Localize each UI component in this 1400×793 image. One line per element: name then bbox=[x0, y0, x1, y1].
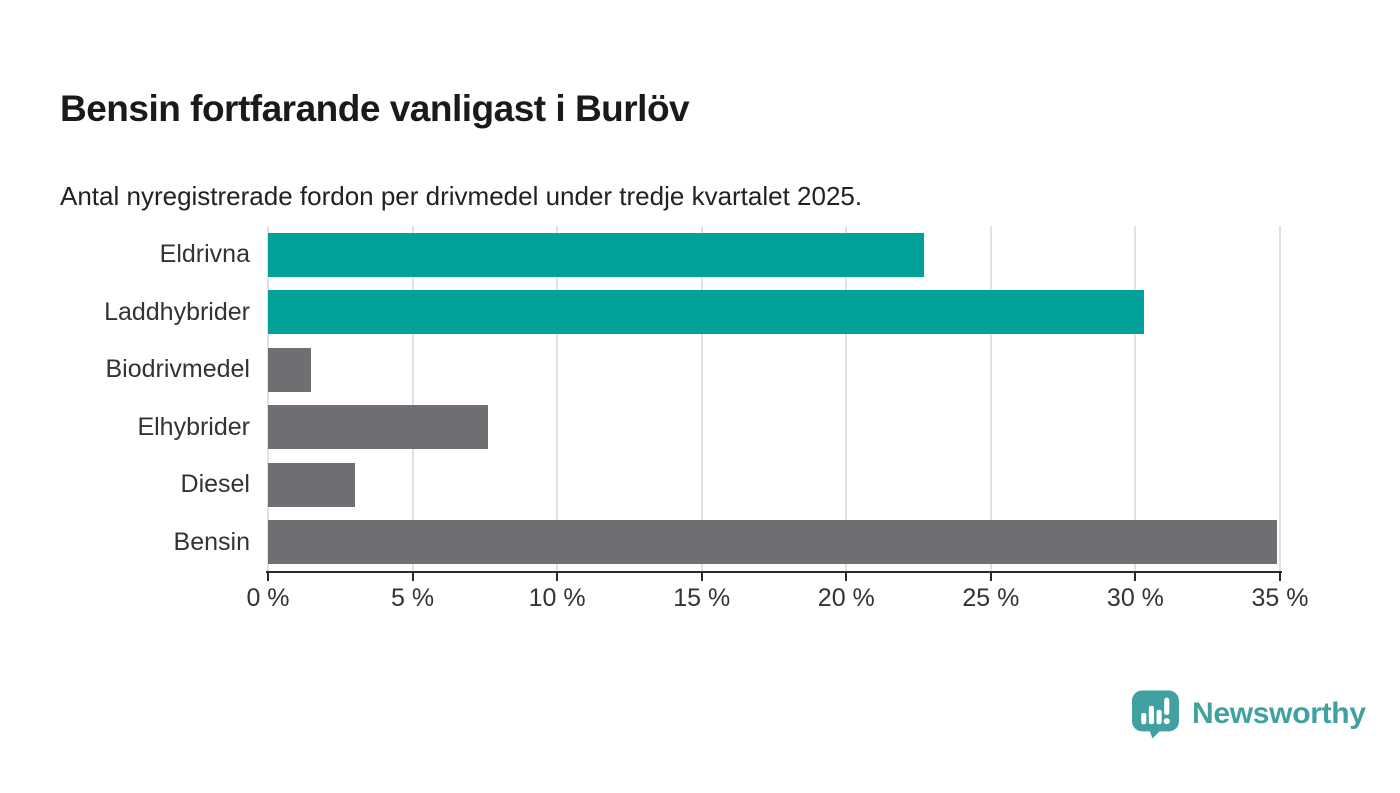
x-tick-label: 10 % bbox=[528, 584, 586, 612]
gridline bbox=[1134, 226, 1137, 571]
category-label: Laddhybrider bbox=[104, 297, 250, 326]
category-label: Bensin bbox=[173, 527, 250, 556]
x-tick-label: 20 % bbox=[817, 584, 875, 612]
x-axis-line bbox=[266, 571, 1282, 573]
gridline bbox=[556, 226, 559, 571]
newsworthy-logo: Newsworthy bbox=[1131, 689, 1366, 739]
x-axis-tick bbox=[989, 573, 992, 581]
category-label-column: Eldrivna Laddhybrider Biodrivmedel Elhybrid… bbox=[0, 226, 250, 571]
gridline bbox=[700, 226, 703, 571]
x-tick-label: 15 % bbox=[673, 584, 731, 612]
x-tick-label: 5 % bbox=[391, 584, 435, 612]
x-tick-label: 30 % bbox=[1106, 584, 1164, 612]
x-axis-tick bbox=[1279, 573, 1281, 581]
x-axis-tick bbox=[411, 573, 414, 581]
category-label: Diesel bbox=[180, 470, 250, 499]
category-label: Eldrivna bbox=[159, 240, 250, 269]
bar-laddhybrider bbox=[268, 290, 1145, 335]
x-axis-tick bbox=[700, 573, 703, 581]
x-tick-label: 0 % bbox=[246, 584, 290, 612]
gridline bbox=[267, 226, 269, 571]
chart-subtitle: Antal nyregistrerade fordon per drivmede… bbox=[60, 181, 863, 211]
gridline bbox=[989, 226, 992, 571]
bar-chart: Eldrivna Laddhybrider Biodrivmedel Elhybrid… bbox=[0, 226, 1400, 626]
bar-eldrivna bbox=[268, 232, 925, 277]
x-axis-tick bbox=[845, 573, 848, 581]
category-label: Biodrivmedel bbox=[105, 355, 250, 384]
bar-diesel bbox=[268, 462, 355, 507]
x-tick-label: 25 % bbox=[962, 584, 1020, 612]
newsworthy-logo-text: Newsworthy bbox=[1192, 697, 1366, 730]
bar-bensin bbox=[268, 520, 1278, 565]
newsworthy-logo-icon bbox=[1132, 690, 1179, 739]
gridline bbox=[1279, 226, 1281, 571]
x-axis-tick bbox=[556, 573, 559, 581]
gridline bbox=[411, 226, 414, 571]
page-title: Bensin fortfarande vanligast i Burlöv bbox=[60, 87, 690, 129]
bar-elhybrider bbox=[268, 405, 488, 450]
x-axis-tick bbox=[267, 573, 269, 581]
x-axis-tick bbox=[1134, 573, 1137, 581]
bar-biodrivmedel bbox=[268, 347, 312, 392]
gridline bbox=[845, 226, 848, 571]
x-tick-label: 35 % bbox=[1251, 584, 1309, 612]
plot-area: 0 % 5 % 10 % 15 % 20 % 25 % 30 % 35 % bbox=[246, 226, 1308, 612]
category-label: Elhybrider bbox=[137, 412, 250, 441]
